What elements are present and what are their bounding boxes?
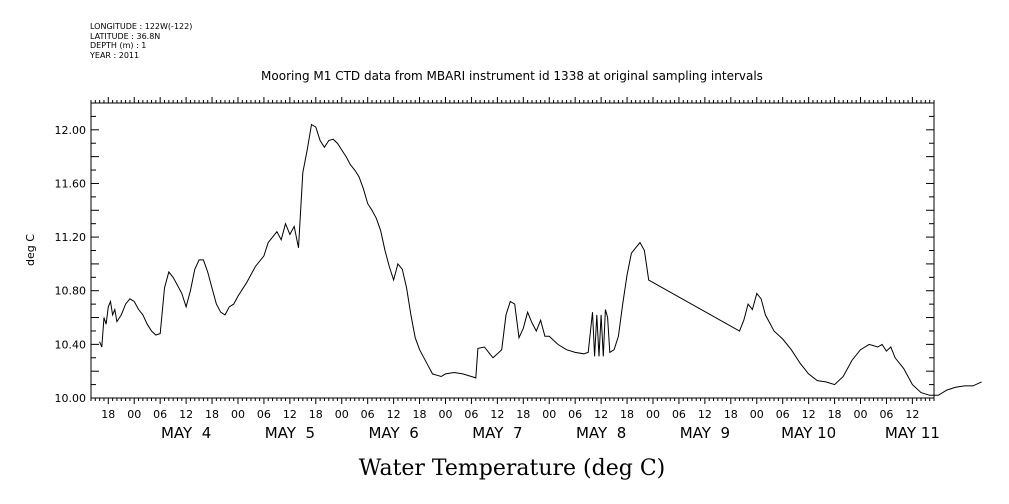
x-axis-label: Water Temperature (deg C) — [359, 456, 666, 481]
x-tick-label: 00 — [438, 408, 452, 421]
x-tick-label: 06 — [464, 408, 478, 421]
y-tick-label: 10.80 — [55, 285, 87, 298]
y-tick-label: 11.60 — [55, 177, 87, 190]
x-tick-label: 00 — [854, 408, 868, 421]
x-tick-label: 18 — [516, 408, 530, 421]
x-tick-label: 18 — [101, 408, 115, 421]
longitude-label: LONGITUDE : 122W(-122) — [90, 22, 193, 31]
y-tick-label: 11.20 — [55, 231, 87, 244]
x-tick-label: 12 — [905, 408, 919, 421]
y-tick-label: 10.00 — [55, 392, 87, 405]
bottom-minor-ticks — [90, 398, 935, 404]
x-day-label: MAY 7 — [472, 424, 522, 442]
x-tick-label: 18 — [205, 408, 219, 421]
series-line — [99, 123, 982, 396]
x-tick-label: 18 — [413, 408, 427, 421]
x-day-label: MAY 8 — [576, 424, 626, 442]
x-tick-label: 12 — [698, 408, 712, 421]
x-tick-label: 06 — [257, 408, 271, 421]
x-day-label: MAY 5 — [265, 424, 315, 442]
x-tick-label: 00 — [335, 408, 349, 421]
latitude-label: LATITUDE : 36.8N — [90, 31, 161, 41]
x-tick-label: 00 — [542, 408, 556, 421]
x-tick-label: 06 — [361, 408, 375, 421]
x-tick-label: 00 — [646, 408, 660, 421]
top-minor-ticks — [90, 97, 935, 103]
y-tick-label: 10.40 — [55, 338, 87, 351]
x-tick-label: 06 — [153, 408, 167, 421]
x-tick-label: 12 — [594, 408, 608, 421]
x-tick-label: 06 — [879, 408, 893, 421]
plot-frame — [90, 102, 935, 399]
x-day-label: MAY 9 — [680, 424, 730, 442]
x-tick-label: 06 — [568, 408, 582, 421]
x-day-label: MAY 10 — [781, 424, 836, 442]
x-tick-label: 00 — [750, 408, 764, 421]
y-axis: 10.00 10.40 10.80 11.20 11.60 12.00 — [55, 102, 934, 405]
x-day-label: MAY 4 — [161, 424, 211, 442]
y-tick-label: 12.00 — [55, 124, 87, 137]
x-day-label: MAY 6 — [368, 424, 418, 442]
x-tick-label: 00 — [127, 408, 141, 421]
year-label: YEAR : 2011 — [90, 50, 140, 60]
x-day-label: MAY 11 — [885, 424, 940, 442]
depth-label: DEPTH (m) : 1 — [90, 41, 147, 50]
x-tick-label: 12 — [490, 408, 504, 421]
x-day-labels: MAY 4 MAY 5 MAY 6 MAY 7 MAY 8 MAY 9 MAY 10 MAY … — [161, 424, 940, 442]
x-tick-label: 00 — [231, 408, 245, 421]
x-tick-label: 18 — [309, 408, 323, 421]
x-tick-label: 12 — [283, 408, 297, 421]
x-tick-label: 12 — [387, 408, 401, 421]
x-hour-labels: 18 00 06 12 18 00 06 12 18 00 06 12 18 00 06 12 18 00 06 12… — [101, 408, 919, 421]
chart-title: Mooring M1 CTD data from MBARI instrumen… — [261, 69, 763, 83]
x-tick-label: 18 — [724, 408, 738, 421]
x-tick-label: 06 — [776, 408, 790, 421]
y-axis-label: deg C — [24, 234, 37, 266]
metadata-block: LONGITUDE : 122W(-122) LATITUDE : 36.8N … — [90, 22, 192, 60]
x-tick-label: 18 — [620, 408, 634, 421]
x-tick-label: 18 — [828, 408, 842, 421]
x-tick-label: 06 — [672, 408, 686, 421]
x-tick-label: 12 — [179, 408, 193, 421]
x-tick-label: 12 — [802, 408, 816, 421]
